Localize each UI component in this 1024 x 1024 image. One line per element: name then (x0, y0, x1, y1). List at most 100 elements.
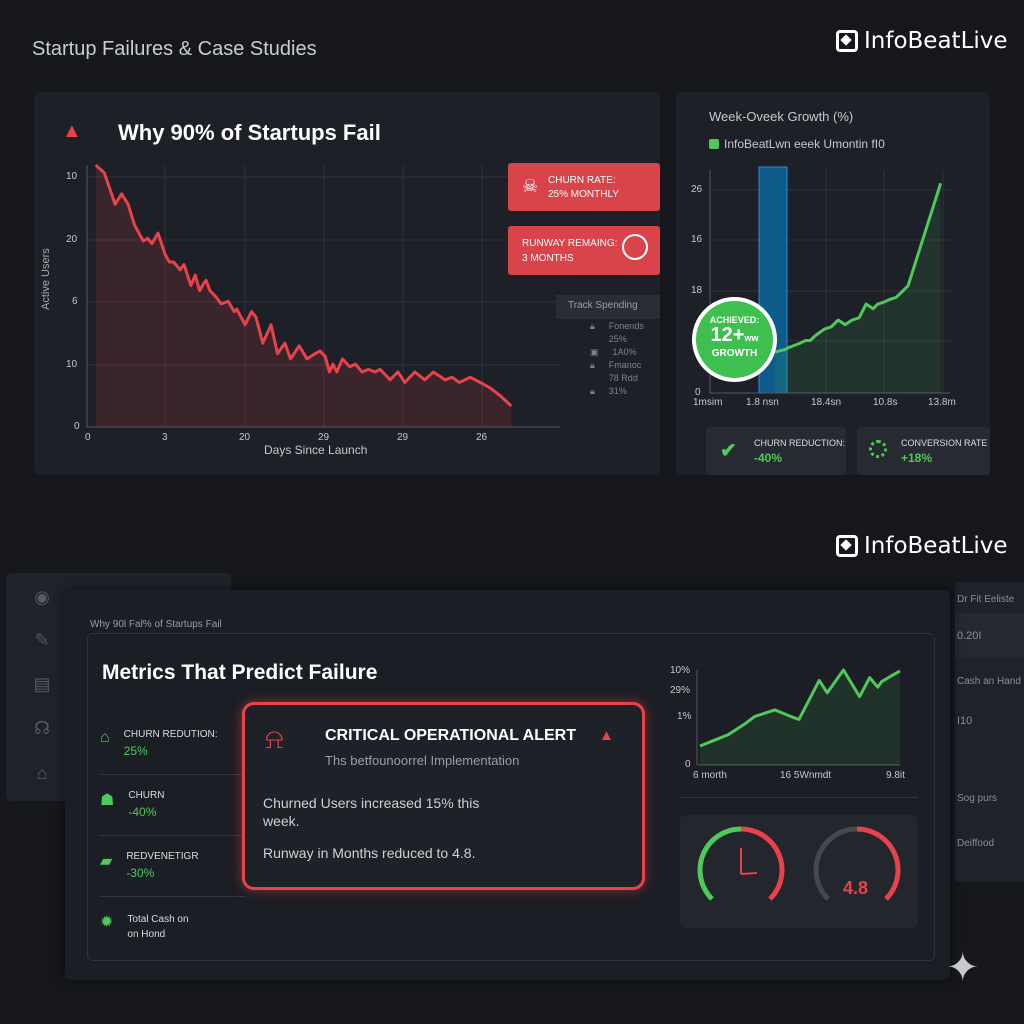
target-icon (869, 440, 887, 458)
x-tick-label: 0 (85, 432, 91, 443)
home-icon[interactable]: ⌂ (36, 763, 48, 783)
runway-alert: RUNWAY REMAING: 3 MONTHS (508, 226, 660, 275)
track-spending-list: 🔒︎ Fonends 25% ▣ 1A0% 🔒︎ Fmanoc 78 Rdd 🔒︎ 31% (590, 320, 644, 398)
x-tick-label: 20 (239, 432, 251, 443)
growth-legend: InfoBeatLwn eeek Umontin fI0 (709, 137, 885, 151)
growth-area (775, 183, 941, 393)
metric-label: CHURN REDUTION: (123, 729, 218, 740)
churn-rate-label: CHURN RATE: (548, 175, 616, 186)
back-panel-item[interactable]: Deiffood (957, 838, 995, 849)
badge-suffix: ww (744, 333, 759, 343)
metric-label: Total Cash on on Hond (127, 914, 189, 940)
y-tick-label: 6 (72, 296, 78, 307)
brand-logo-lower: InfoBeatLive (836, 533, 1008, 559)
gear-icon: ✹ (100, 914, 114, 931)
conversion-rate-stat: CONVERSION RATE +18% (857, 427, 990, 475)
logo-icon (836, 535, 858, 557)
legend-swatch (709, 139, 719, 149)
runway-gauge-value: 4.8 (843, 878, 869, 898)
brand-name: InfoBeatLive (864, 533, 1008, 559)
page-title: Startup Failures & Case Studies (32, 38, 317, 60)
spend-value: 25% (608, 334, 627, 344)
back-panel: Dr Fit Eeliste 0.20I Cash an Hand I10 So… (955, 582, 1024, 882)
churn-reduction-stat: ✔ CHURN REDUCTION: -40% (706, 427, 846, 475)
home-icon: ⌂ (100, 729, 110, 746)
support-icon[interactable]: ☊ (34, 718, 50, 738)
divider (100, 835, 245, 836)
y-tick-label: 29% (670, 685, 691, 696)
x-tick-label: 6 morth (693, 770, 727, 781)
back-panel-item[interactable]: I10 (957, 715, 973, 727)
badge-line3: GROWTH (711, 348, 758, 359)
metric-cash: ✹ Total Cash on on Hond (100, 912, 240, 942)
y-tick-label: 10 (66, 359, 78, 370)
divider (100, 896, 245, 897)
pin-icon[interactable]: ◉ (34, 587, 50, 607)
y-tick-label: 20 (66, 234, 78, 245)
runway-gauge-track (813, 826, 858, 901)
sparkle-icon: ✦ (946, 946, 980, 990)
alert-subtitle: Ths betfounoorrel Implementation (325, 753, 520, 768)
x-tick-label: 1msim (693, 397, 723, 408)
back-panel-item[interactable]: 0.20I (955, 613, 1024, 658)
back-panel-title: Dr Fit Eeliste (957, 594, 1015, 605)
back-panel-item[interactable]: Cash an Hand (957, 676, 1021, 687)
x-tick-label: 29 (397, 432, 409, 443)
stat-label: CONVERSION RATE (901, 438, 988, 448)
divider (100, 774, 245, 775)
failure-area (95, 165, 512, 427)
stat-value: -40% (754, 451, 783, 465)
y-tick-label: 1% (677, 711, 692, 722)
legend-label: InfoBeatLwn eeek Umontin fI0 (724, 137, 885, 151)
growth-panel (676, 92, 990, 475)
stat-label: CHURN REDUCTION: (754, 438, 845, 448)
wallet-icon: ▣ (590, 347, 599, 357)
calendar-icon[interactable]: ▤ (33, 674, 51, 694)
x-tick-label: 1.8 nsn (746, 397, 779, 408)
divider (680, 797, 918, 798)
x-tick-label: 13.8m (928, 397, 956, 408)
metric-churn-reduction: ⌂ CHURN REDUTION: 25% (100, 729, 240, 758)
x-tick-label: 3 (162, 432, 168, 443)
pencil-icon[interactable]: ✎ (34, 630, 50, 650)
metrics-card (87, 633, 935, 961)
churn-rate-value: 25% MONTHLY (548, 189, 619, 200)
metric-label: REDVENETIGR (126, 851, 199, 862)
metric-value: 25% (123, 744, 148, 758)
spend-label: Fmanoc (608, 360, 642, 370)
lock-icon: 🔒︎ (590, 360, 595, 370)
spend-value: 1A0% (612, 347, 637, 357)
x-tick-label: 29 (318, 432, 330, 443)
x-tick-label: 18.4sn (811, 397, 842, 408)
y-tick-label: 16 (691, 234, 703, 245)
clock-hand-icon (740, 872, 758, 875)
y-tick-label: 10 (66, 171, 78, 182)
folder-icon: ▰ (100, 853, 113, 870)
lock-icon: 🔒︎ (590, 386, 595, 396)
y-tick-label: 10% (670, 665, 691, 676)
y-tick-label: 18 (691, 285, 703, 296)
runway-value: 3 MONTHS (522, 253, 574, 264)
users-icon: ☗ (100, 792, 115, 809)
clock-gauge-red-arc (740, 826, 785, 901)
x-tick-label: 9.8it (886, 770, 905, 781)
warning-icon: ▲ (62, 120, 82, 142)
back-panel-item[interactable]: Sog purs (957, 793, 998, 804)
metric-revenue: ▰ REDVENETIGR -30% (100, 851, 240, 880)
badge-line1: ACHIEVED: (709, 315, 760, 325)
skull-icon: ☠ (522, 176, 539, 196)
metric-label: CHURN (128, 790, 165, 801)
y-tick-label: 0 (74, 421, 80, 432)
mini-line (699, 668, 901, 748)
chart-title: Why 90% of Startups Fail (118, 120, 381, 145)
brand-name: InfoBeatLive (864, 28, 1008, 54)
y-tick-label: 26 (691, 184, 703, 195)
churn-rate-alert: ☠ CHURN RATE: 25% MONTHLY (508, 163, 660, 211)
timer-x-icon (622, 234, 648, 260)
alert-line-2: Runway in Months reduced to 4.8. (263, 845, 476, 861)
breadcrumb[interactable]: Why 90l Fal% of Startups Fail (90, 619, 222, 630)
check-icon: ✔ (720, 440, 737, 462)
x-tick-label: 16 5Wnmdt (780, 770, 832, 781)
lock-icon: 🔒︎ (590, 321, 595, 331)
